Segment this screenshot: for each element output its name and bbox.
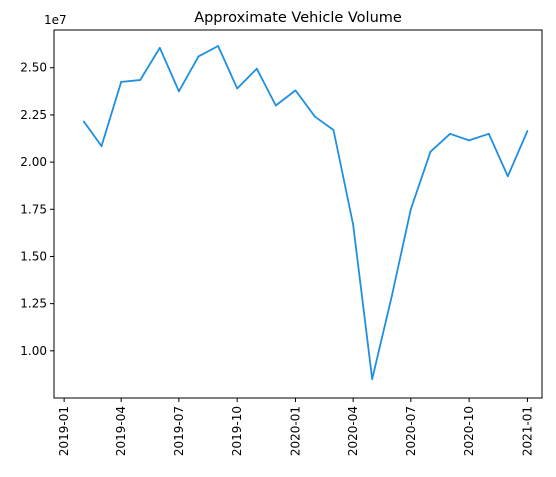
- x-tick-label: 2020-07: [404, 406, 418, 456]
- data-point: [409, 208, 412, 211]
- data-point: [371, 378, 374, 380]
- data-point: [100, 145, 103, 148]
- x-tick-label: 2019-01: [57, 406, 71, 456]
- data-point: [487, 132, 490, 135]
- x-tick-label: 2019-04: [114, 406, 128, 456]
- data-point: [429, 150, 432, 153]
- y-axis-ticks: 1.00 1.25 1.50 1.75 2.00 2.25 2.50: [20, 61, 54, 358]
- data-point: [255, 67, 258, 70]
- y-tick-label: 1.75: [20, 202, 47, 216]
- data-point: [332, 129, 335, 131]
- data-point: [390, 295, 393, 297]
- y-tick-label: 2.25: [20, 108, 47, 122]
- data-point: [449, 132, 451, 135]
- data-point: [139, 79, 142, 81]
- y-tick-label: 1.00: [20, 344, 47, 358]
- x-tick-label: 2020-01: [288, 406, 302, 456]
- plot-area-frame: [53, 29, 543, 399]
- data-point: [120, 81, 123, 83]
- data-point: [197, 55, 200, 58]
- x-tick-label: 2019-07: [172, 406, 186, 456]
- x-tick-label: 2019-10: [230, 406, 244, 456]
- data-point: [82, 120, 85, 123]
- x-tick-label: 2020-10: [462, 406, 476, 456]
- x-tick-label: 2020-04: [346, 406, 360, 456]
- data-point: [468, 139, 470, 142]
- chart-title: Approximate Vehicle Volume: [194, 10, 402, 26]
- data-point: [526, 130, 529, 132]
- data-point: [506, 175, 509, 178]
- data-point: [314, 115, 316, 118]
- series-layer: [82, 45, 529, 381]
- data-point: [352, 223, 354, 226]
- x-tick-label: 2021-01: [520, 406, 534, 456]
- y-axis-offset-label: 1e7: [44, 13, 67, 27]
- data-point: [294, 89, 297, 92]
- data-point: [217, 45, 220, 47]
- y-tick-label: 2.00: [20, 155, 47, 169]
- data-point: [236, 87, 239, 90]
- y-tick-label: 2.50: [20, 61, 47, 75]
- x-axis-ticks: 2019-01 2019-04 2019-07 2019-10 2020-01 2020-…: [57, 398, 534, 456]
- series-line: [83, 45, 529, 381]
- data-point: [274, 104, 277, 107]
- y-tick-label: 1.25: [20, 297, 47, 311]
- y-tick-label: 1.50: [20, 249, 47, 263]
- data-point: [178, 90, 180, 93]
- data-point: [158, 47, 161, 49]
